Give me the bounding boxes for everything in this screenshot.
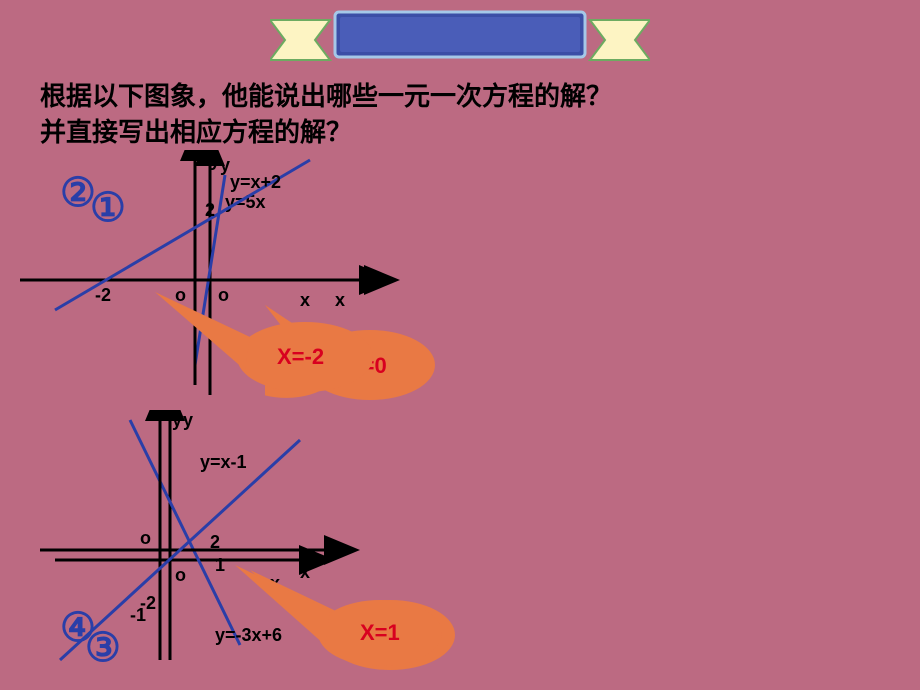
graph-2-number: ② — [60, 170, 96, 216]
graph-4-ytick: -1 — [130, 605, 146, 626]
graph-4-equation: y=x-1 — [200, 452, 247, 473]
graph-2-xtick: -2 — [95, 285, 111, 306]
graph-2-answer: X=-2 — [277, 344, 324, 370]
banner-svg — [270, 10, 650, 70]
question-line1: 根据以下图象，他能说出哪些一元一次方程的解？ — [40, 78, 612, 114]
question-line2: 并直接写出相应方程的解？ — [40, 114, 612, 150]
graph-2-ytick: 2 — [205, 200, 215, 221]
graph-4-number: ④ — [60, 605, 96, 651]
top-banner — [270, 10, 650, 75]
graph-4: ④ y=x-1 y x o 1 -1 X=1 — [0, 410, 460, 680]
graph-2-equation: y=x+2 — [230, 172, 281, 193]
question-text: 根据以下图象，他能说出哪些一元一次方程的解？ 并直接写出相应方程的解？ — [40, 78, 612, 151]
graph-2: ② y=x+2 y x o 2 -2 X=-2 — [0, 150, 460, 420]
graph-4-origin: o — [140, 528, 151, 549]
graph-4-ylabel: y — [172, 410, 182, 431]
graph-2-ylabel: y — [210, 150, 220, 171]
graph-4-xtick: 1 — [215, 555, 225, 576]
graph-4-answer: X=1 — [360, 620, 400, 646]
graphs-grid: ① y=5x y x o X=0 ② y=x+2 y — [0, 150, 920, 690]
